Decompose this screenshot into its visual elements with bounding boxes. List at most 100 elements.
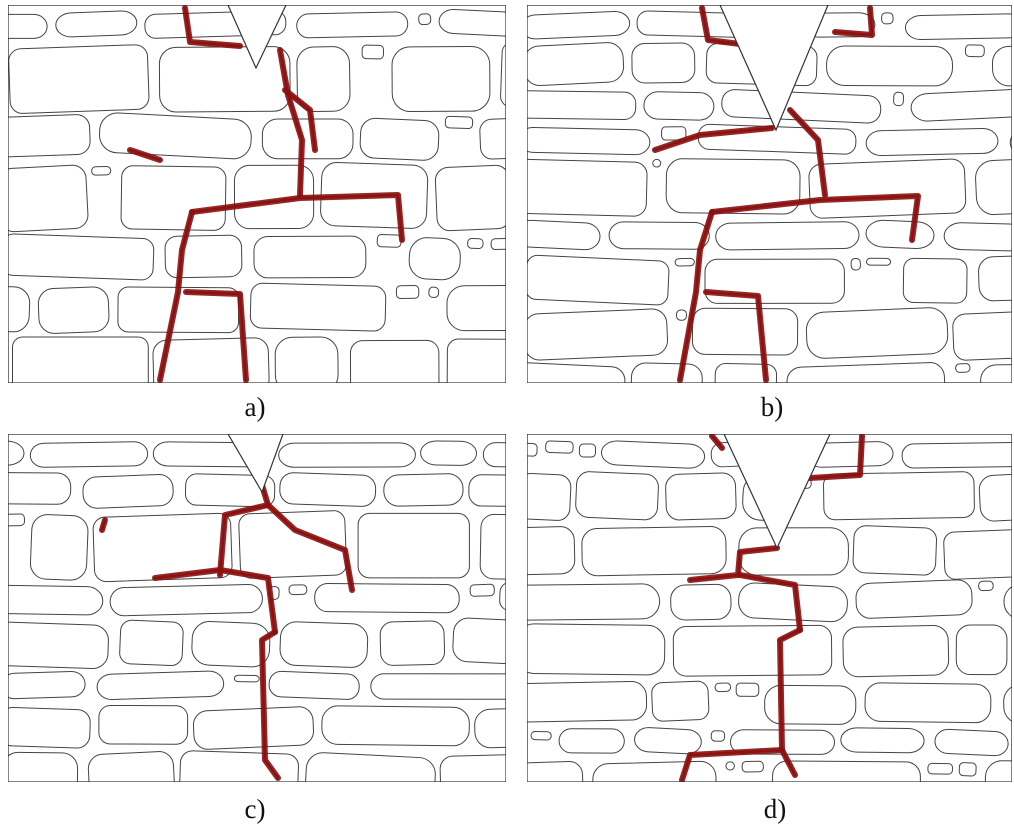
stone: [159, 47, 290, 113]
stone: [408, 237, 461, 280]
stone: [559, 729, 624, 754]
stone: [843, 625, 949, 677]
stone: [119, 620, 183, 666]
stone: [651, 681, 709, 722]
stone: [371, 674, 521, 700]
stone: [934, 729, 1008, 756]
stone: [97, 671, 224, 700]
stone: [193, 706, 314, 750]
stone: [435, 165, 511, 231]
stone: [866, 220, 935, 250]
stone: [632, 43, 695, 83]
stone: [518, 127, 650, 155]
panel: [497, 434, 1014, 820]
stone: [644, 91, 715, 120]
stone: [468, 238, 484, 248]
stone: [0, 621, 109, 669]
stone: [979, 581, 994, 591]
stone: [82, 474, 173, 509]
stone: [360, 118, 440, 161]
stone: [30, 442, 148, 468]
stone: [296, 12, 407, 38]
stone: [705, 259, 844, 303]
stone: [2, 752, 78, 818]
stone: [515, 220, 601, 251]
stone: [384, 473, 464, 506]
stone: [517, 624, 665, 675]
stone: [509, 91, 636, 120]
stone: [418, 14, 430, 25]
stone: [279, 472, 376, 507]
stone: [92, 166, 111, 175]
stone: [726, 762, 735, 770]
stone: [975, 157, 1014, 216]
stone: [715, 683, 731, 692]
stone: [1, 234, 154, 281]
stone: [609, 222, 709, 250]
stone: [882, 13, 894, 24]
stone: [511, 584, 660, 621]
stone: [0, 285, 30, 332]
stone: [523, 42, 624, 86]
stone: [630, 363, 702, 423]
stone: [579, 444, 595, 457]
stone: [517, 473, 571, 521]
panel: [0, 5, 603, 396]
stone: [380, 621, 445, 666]
stone: [445, 116, 473, 128]
stone: [903, 258, 967, 303]
stone: [121, 166, 226, 231]
stone: [855, 579, 972, 618]
stone: [742, 761, 763, 772]
stone: [377, 234, 401, 247]
stone: [279, 443, 416, 468]
stone: [396, 285, 418, 298]
stone: [99, 112, 253, 160]
stone: [262, 119, 353, 159]
stone: [524, 308, 669, 360]
stone: [956, 625, 1007, 675]
stone: [191, 621, 270, 668]
stone: [234, 675, 259, 682]
stone: [716, 222, 860, 251]
stone: [928, 763, 953, 774]
figure: a) b) c) d): [0, 0, 1014, 830]
stone: [808, 159, 966, 219]
stone: [304, 752, 436, 824]
stone: [955, 363, 970, 372]
stone: [851, 258, 861, 270]
stone: [470, 584, 495, 596]
stone: [392, 46, 490, 111]
stone: [546, 441, 574, 453]
stone: [902, 442, 1014, 468]
stone: [525, 255, 669, 306]
stone: [675, 258, 694, 266]
stone: [634, 727, 702, 755]
stone: [13, 337, 149, 392]
stone: [55, 10, 137, 37]
stone: [322, 706, 470, 746]
stone: [250, 283, 386, 331]
stone: [350, 340, 439, 396]
stone: [806, 307, 949, 359]
stone: [30, 514, 89, 581]
stone: [420, 441, 476, 466]
stone: [362, 45, 384, 59]
panel-label: c): [245, 794, 266, 824]
stone: [673, 625, 832, 676]
stone: [601, 440, 705, 469]
stone: [866, 128, 998, 156]
stone: [866, 258, 890, 265]
stone: [493, 159, 647, 217]
stone: [0, 514, 25, 526]
panel-label: a): [245, 392, 266, 422]
stone: [358, 513, 469, 578]
stone: [677, 310, 687, 320]
stone: [865, 683, 991, 723]
stone: [0, 707, 91, 748]
stone: [8, 44, 149, 113]
stone: [826, 46, 952, 86]
stone: [736, 683, 759, 696]
stone: [165, 235, 242, 278]
stone: [670, 584, 731, 620]
